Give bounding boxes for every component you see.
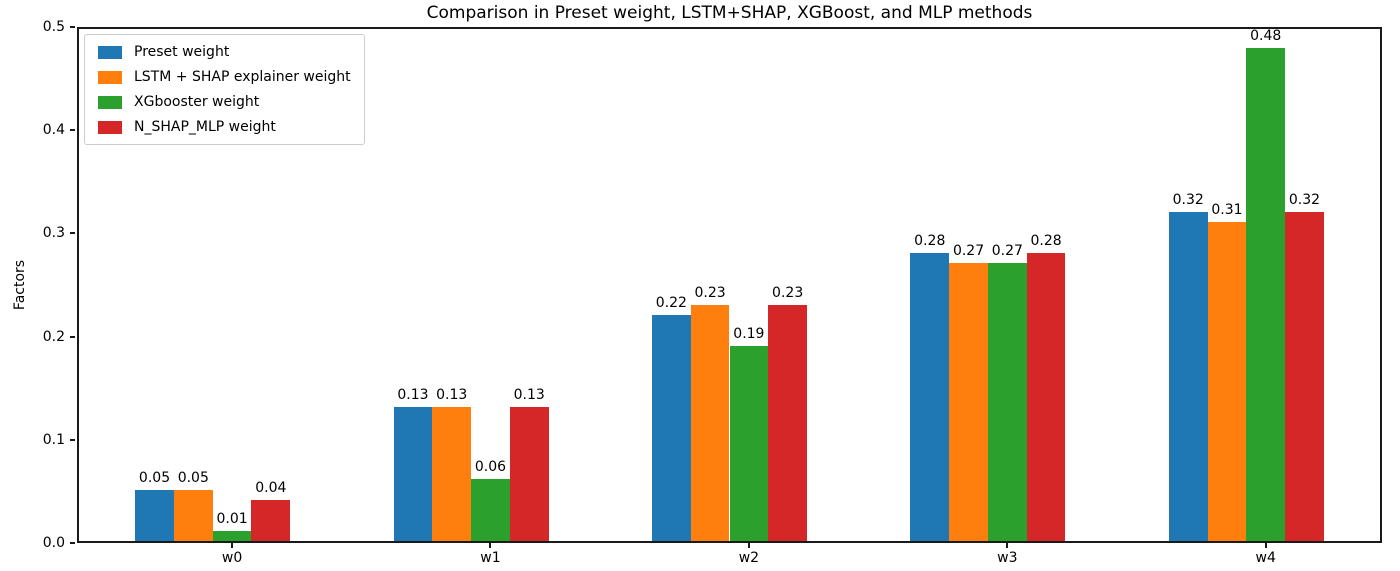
bar [471, 479, 510, 541]
bar-value-label: 0.13 [513, 387, 545, 404]
y-tick-label: 0.4 [42, 122, 65, 139]
y-tick-mark [70, 542, 75, 544]
bar [910, 253, 950, 541]
y-tick-label: 0.0 [42, 535, 65, 551]
y-tick-label: 0.1 [42, 431, 65, 448]
bar-value-label: 0.23 [772, 284, 804, 301]
bar [949, 263, 988, 541]
legend-item: N_SHAP_MLP weight [98, 119, 351, 135]
chart-title: Comparison in Preset weight, LSTM+SHAP, … [426, 3, 1033, 23]
bar-value-label: 0.06 [474, 459, 507, 476]
bar [987, 263, 1027, 541]
bar-value-label: 0.05 [138, 469, 171, 486]
bar [212, 530, 252, 541]
bar-value-label: 0.04 [255, 479, 287, 496]
legend-item: LSTM + SHAP explainer weight [98, 69, 351, 85]
y-tick-mark [70, 335, 75, 338]
bar-value-label: 0.01 [216, 510, 248, 527]
x-tick-mark [1264, 543, 1267, 548]
x-tick-label: w0 [221, 550, 243, 566]
bar-value-label: 0.32 [1172, 192, 1204, 209]
legend-label: Preset weight [134, 44, 230, 60]
y-tick-mark [70, 26, 75, 28]
plot-area: 0.05 0.05 0.01 0.04 0.13 0.13 0.06 0.13 0.22 0.23… [77, 27, 1382, 543]
bar [251, 499, 291, 541]
legend-item: XGbooster weight [98, 94, 351, 110]
bar [1026, 253, 1066, 541]
bar-value-label: 0.19 [733, 325, 765, 342]
bar [651, 314, 691, 541]
x-tick-label: w3 [997, 550, 1018, 566]
x-tick-mark [1006, 543, 1009, 548]
bar-value-label: 0.31 [1211, 202, 1243, 219]
bar-value-label: 0.05 [177, 469, 209, 486]
bar [690, 304, 730, 541]
x-tick-mark [747, 543, 750, 548]
bar [1168, 212, 1208, 541]
bar [1285, 212, 1324, 541]
bar-value-label: 0.13 [436, 387, 468, 404]
bar-value-label: 0.28 [1030, 233, 1062, 250]
y-tick-mark [70, 232, 75, 235]
bar [1246, 47, 1286, 541]
legend-color-swatch [98, 120, 122, 134]
y-tick-mark [70, 129, 75, 132]
bar [173, 489, 213, 541]
x-tick-label: w2 [738, 550, 760, 566]
x-tick-label: w4 [1255, 550, 1276, 566]
bar-value-label: 0.27 [952, 243, 985, 260]
x-tick-mark [489, 543, 492, 548]
y-axis-label: Factors [12, 259, 28, 311]
bar-value-label: 0.32 [1288, 192, 1321, 209]
bar [509, 407, 549, 541]
legend-color-swatch [98, 70, 122, 84]
y-tick-mark [70, 438, 75, 441]
legend-color-swatch [98, 95, 122, 109]
bar-value-label: 0.13 [397, 387, 429, 404]
bar [393, 407, 433, 541]
y-tick-label: 0.2 [42, 328, 65, 345]
y-tick-label: 0.3 [42, 225, 65, 242]
legend-color-swatch [98, 45, 122, 59]
legend-label: N_SHAP_MLP weight [134, 119, 276, 135]
legend-label: XGbooster weight [134, 94, 260, 110]
y-tick-label: 0.5 [42, 19, 65, 35]
x-tick-label: w1 [480, 550, 501, 566]
bar-value-label: 0.23 [694, 284, 726, 301]
bar [135, 489, 174, 541]
legend-label: LSTM + SHAP explainer weight [134, 69, 351, 85]
bar [768, 304, 807, 541]
bar-value-label: 0.28 [914, 233, 946, 250]
bar-value-label: 0.48 [1250, 27, 1282, 44]
bar-value-label: 0.27 [991, 243, 1023, 260]
legend-item: Preset weight [98, 44, 351, 60]
x-tick-mark [231, 543, 234, 548]
bar [729, 345, 769, 541]
bar [1207, 222, 1247, 541]
legend: Preset weight LSTM + SHAP explainer weigh… [84, 34, 365, 145]
bar [432, 407, 472, 541]
bar-value-label: 0.22 [655, 294, 687, 311]
